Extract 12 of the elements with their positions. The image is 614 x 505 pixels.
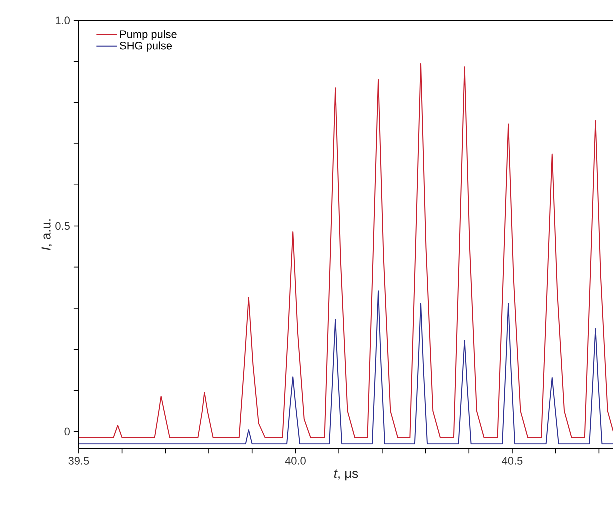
line-series <box>78 64 614 439</box>
x-axis-title: t, μs <box>334 470 358 481</box>
legend-label: Pump pulse <box>120 30 177 41</box>
y-axis-title: I, a.u. <box>42 220 52 251</box>
y-tick-label: 1.0 <box>56 17 70 25</box>
x-tick-label: 40.5 <box>502 457 523 466</box>
y-tick-label: 0.5 <box>56 222 70 230</box>
line-series <box>78 290 614 445</box>
x-tick-label: 39.5 <box>68 457 90 466</box>
x-tick-label: 40.0 <box>285 457 306 466</box>
y-tick-label: 0 <box>64 428 70 436</box>
legend-label: SHG pulse <box>120 42 172 52</box>
